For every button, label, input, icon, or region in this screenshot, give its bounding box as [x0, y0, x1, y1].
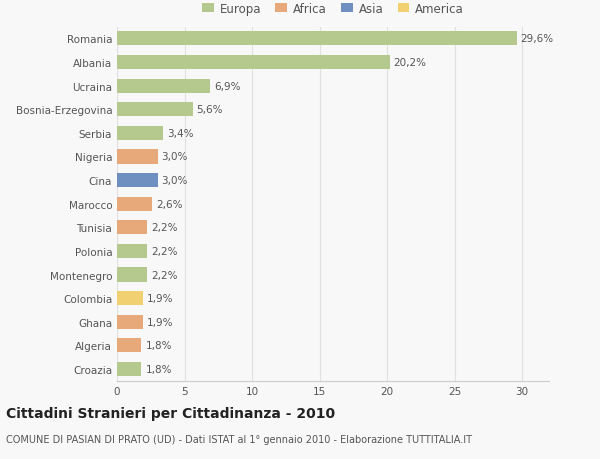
Bar — [117, 362, 142, 376]
Bar — [117, 197, 152, 211]
Text: 2,2%: 2,2% — [151, 223, 177, 233]
Text: 1,8%: 1,8% — [145, 364, 172, 374]
Text: 2,2%: 2,2% — [151, 246, 177, 257]
Text: 1,8%: 1,8% — [145, 341, 172, 351]
Text: 3,0%: 3,0% — [161, 152, 188, 162]
Bar — [117, 32, 517, 46]
Text: Cittadini Stranieri per Cittadinanza - 2010: Cittadini Stranieri per Cittadinanza - 2… — [6, 406, 335, 420]
Text: 5,6%: 5,6% — [197, 105, 223, 115]
Bar — [117, 79, 210, 94]
Bar — [117, 150, 157, 164]
Bar — [117, 291, 143, 306]
Bar — [117, 103, 193, 117]
Text: 29,6%: 29,6% — [521, 34, 554, 45]
Text: 1,9%: 1,9% — [146, 317, 173, 327]
Bar — [117, 127, 163, 140]
Bar — [117, 339, 142, 353]
Bar — [117, 268, 146, 282]
Legend: Europa, Africa, Asia, America: Europa, Africa, Asia, America — [197, 0, 469, 21]
Text: 3,4%: 3,4% — [167, 129, 193, 139]
Bar — [117, 56, 390, 70]
Text: 1,9%: 1,9% — [146, 293, 173, 303]
Bar — [117, 244, 146, 258]
Text: 6,9%: 6,9% — [214, 81, 241, 91]
Text: COMUNE DI PASIAN DI PRATO (UD) - Dati ISTAT al 1° gennaio 2010 - Elaborazione TU: COMUNE DI PASIAN DI PRATO (UD) - Dati IS… — [6, 434, 472, 444]
Bar — [117, 174, 157, 188]
Text: 3,0%: 3,0% — [161, 176, 188, 186]
Bar — [117, 315, 143, 329]
Text: 20,2%: 20,2% — [394, 58, 427, 68]
Bar — [117, 221, 146, 235]
Text: 2,2%: 2,2% — [151, 270, 177, 280]
Text: 2,6%: 2,6% — [156, 199, 182, 209]
